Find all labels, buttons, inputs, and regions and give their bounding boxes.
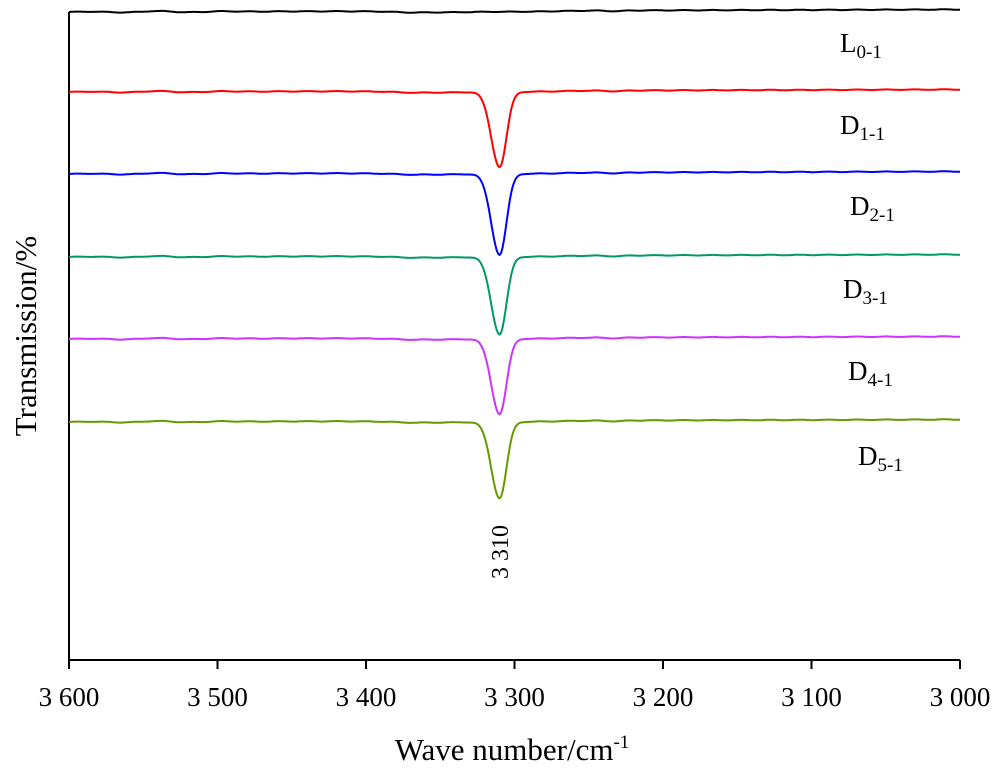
series-line-d3-1 [68, 253, 960, 336]
x-axis-title: Wave number/cm-1 [395, 732, 630, 767]
series-label-d3-1: D3-1 [843, 274, 888, 309]
x-axis-title-main: Wave number/cm [395, 732, 614, 767]
series-label-subscript: 4-1 [868, 370, 893, 391]
x-axis-title-sup: -1 [613, 732, 629, 753]
series-label-base: D [858, 441, 878, 471]
series-labels: L0-1D1-1D2-1D3-1D4-1D5-1 [840, 28, 903, 476]
x-tick-label: 3 600 [39, 682, 100, 712]
x-tick-label: 3 100 [781, 682, 842, 712]
series-line-d5-1 [68, 418, 960, 500]
series-label-subscript: 5-1 [878, 455, 903, 476]
series-label-base: D [843, 274, 863, 304]
peak-annotation: 3 310 [488, 525, 514, 579]
x-tick-label: 3 500 [187, 682, 248, 712]
series-label-d2-1: D2-1 [850, 191, 895, 226]
spectra [68, 8, 960, 500]
series-label-d4-1: D4-1 [848, 356, 893, 391]
x-tick-label: 3 000 [930, 682, 991, 712]
series-label-base: D [840, 110, 860, 140]
series-label-base: D [850, 191, 870, 221]
series-line-d1-1 [68, 88, 960, 169]
series-label-subscript: 0-1 [857, 42, 882, 63]
series-label-d1-1: D1-1 [840, 110, 885, 145]
x-tick-label: 3 200 [633, 682, 694, 712]
series-line-d2-1 [68, 170, 960, 256]
series-line-l0-1 [68, 8, 960, 14]
x-tick-label: 3 300 [484, 682, 545, 712]
x-tick-label: 3 400 [336, 682, 397, 712]
series-label-subscript: 3-1 [863, 288, 888, 309]
series-label-l0-1: L0-1 [840, 28, 882, 63]
series-label-subscript: 2-1 [870, 205, 895, 226]
series-label-d5-1: D5-1 [858, 441, 903, 476]
series-label-base: D [848, 356, 868, 386]
series-line-d4-1 [68, 335, 960, 416]
x-ticks: 3 600 3 500 3 400 3 300 3 200 3 100 3 000 [39, 660, 991, 712]
series-label-subscript: 1-1 [860, 124, 885, 145]
y-axis-title: Transmission/% [8, 236, 43, 436]
series-label-base: L [840, 28, 857, 58]
